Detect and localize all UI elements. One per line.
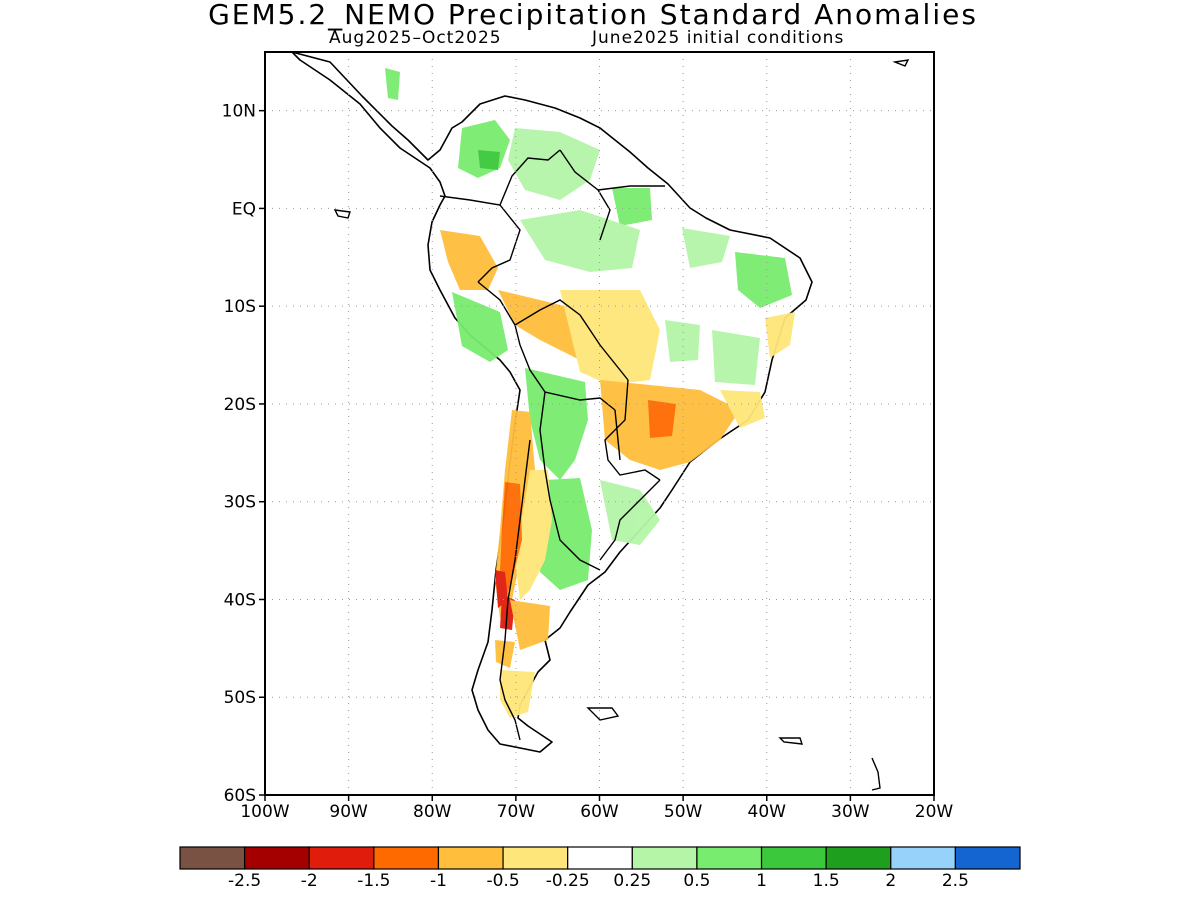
legend-label: 0.25 [613,871,651,891]
legend-label: 2 [885,871,896,891]
lon-tick-label: 90W [329,802,368,822]
legend-swatch [631,846,698,870]
country-borders [439,149,665,741]
lat-tick-label: 60S [224,786,256,806]
legend-swatch [179,846,246,870]
lat-tick-label: 50S [224,688,256,708]
color-legend [179,846,1021,870]
lon-tick-label: 30W [831,802,870,822]
latitude-axis: 10N EQ 10S 20S 30S 40S 50S 60S [222,102,265,806]
legend-label: 0.5 [683,871,710,891]
legend-label: -1.5 [357,871,390,891]
islands [333,59,910,791]
legend-swatch [502,846,569,870]
legend-label: -2.5 [228,871,261,891]
lon-tick-label: 70W [497,802,536,822]
legend-swatch [437,846,504,870]
legend-label: 2.5 [942,871,969,891]
longitude-axis: 100W 90W 80W 70W 60W 50W 40W 30W 20W [240,795,953,822]
lat-tick-label: 20S [224,395,256,415]
color-legend-labels: -2.5 -2 -1.5 -1 -0.5 -0.25 0.25 0.5 1 1.5 2 2.5 [228,871,969,891]
legend-swatch [373,846,440,870]
map-area [265,52,934,795]
legend-swatch [567,846,633,870]
lon-tick-label: 100W [240,802,289,822]
legend-swatch [825,846,892,870]
graticule [265,52,934,795]
initial-conditions: June2025 initial conditions [592,28,845,48]
lat-tick-label: 30S [224,493,256,513]
lat-tick-label: 10S [224,297,256,317]
lon-tick-label: 60W [580,802,619,822]
lat-tick-label: EQ [232,199,256,219]
legend-swatch [760,846,827,870]
legend-swatch [696,846,763,870]
legend-swatch [954,846,1021,870]
legend-swatch [244,846,310,870]
legend-label: -2 [301,871,318,891]
lat-tick-label: 40S [224,590,256,610]
legend-label: -0.25 [546,871,590,891]
legend-swatch [890,846,956,870]
map-title: GEM5.2_NEMO Precipitation Standard Anoma… [208,0,978,31]
lon-tick-label: 80W [413,802,452,822]
legend-label: 1.5 [813,871,840,891]
legend-label: 1 [756,871,767,891]
lon-tick-label: 50W [664,802,703,822]
legend-swatch [308,846,375,870]
lat-tick-label: 10N [222,102,256,122]
legend-label: -0.5 [486,871,519,891]
forecast-period: Aug2025–Oct2025 [329,28,502,48]
anomaly-fills [385,68,795,718]
legend-label: -1 [430,871,447,891]
lon-tick-label: 20W [915,802,954,822]
lon-tick-label: 40W [748,802,787,822]
